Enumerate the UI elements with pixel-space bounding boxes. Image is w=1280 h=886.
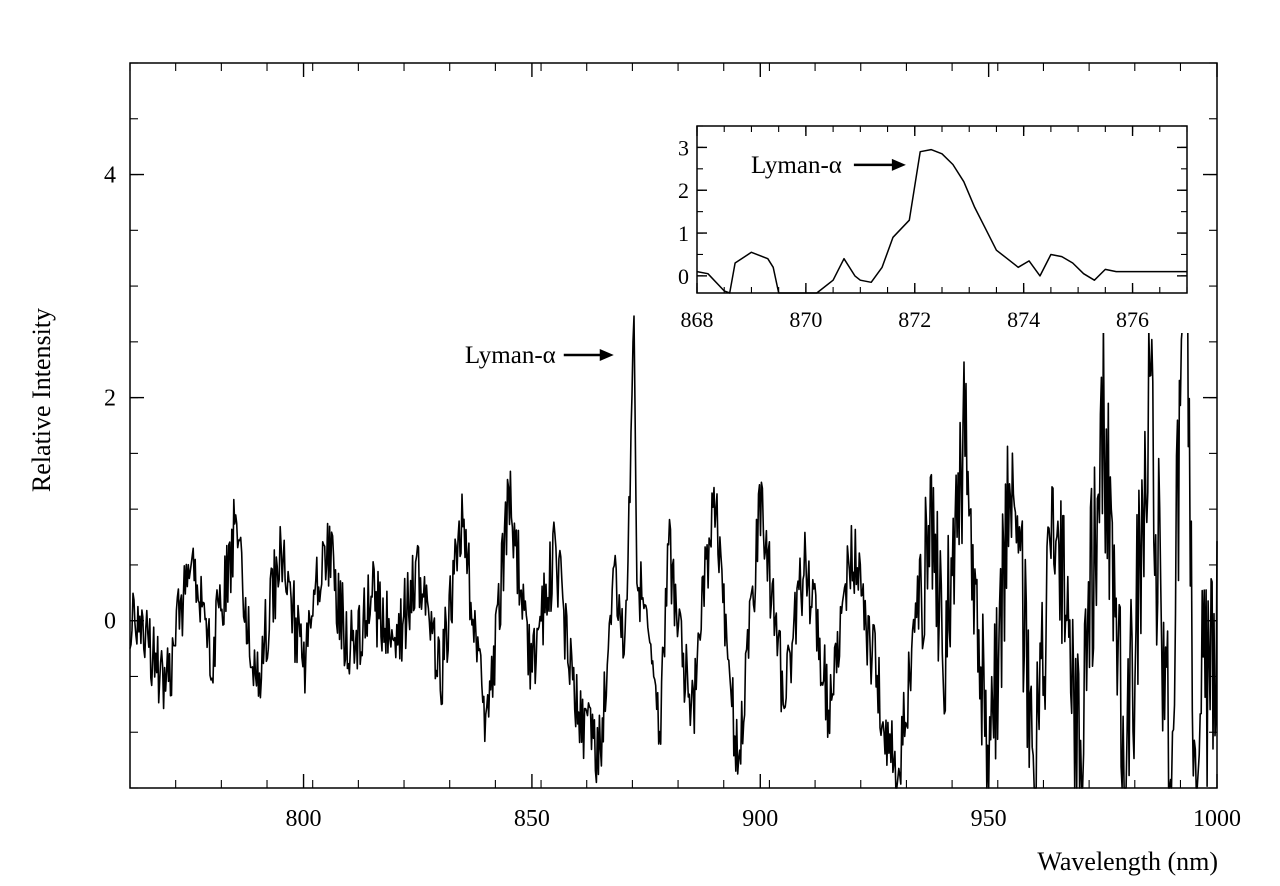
inset-background [647, 116, 1192, 333]
y-axis-label: Relative Intensity [27, 308, 56, 492]
main-y-tick-label: 4 [104, 163, 116, 189]
main-spectrum-line [129, 232, 1218, 789]
inset-plot-area: 868 870 872 874 876 0 1 2 3 Lyman-α [647, 116, 1192, 333]
inset-x-tick-label: 868 [681, 307, 714, 332]
main-arrow-head [599, 349, 614, 361]
inset-arrow-head [891, 158, 906, 171]
inset-y-tick-label: 3 [678, 135, 689, 160]
inset-y-tick-labels: 0 1 2 3 [678, 135, 689, 288]
x-axis-label: Wavelength (nm) [1037, 847, 1218, 876]
lyman-alpha-arrow [563, 349, 614, 361]
inset-x-tick-label: 870 [789, 307, 822, 332]
main-plot-frame [129, 62, 1218, 789]
inset-y-tick-label: 0 [678, 264, 689, 289]
inset-x-tick-label: 874 [1007, 307, 1040, 332]
inset-axis-ticks [696, 125, 1188, 293]
inset-x-tick-label: 876 [1116, 307, 1149, 332]
main-x-tick-label: 850 [514, 806, 550, 832]
lyman-alpha-annotation: Lyman-α [465, 342, 556, 369]
main-y-tick-label: 2 [104, 386, 116, 412]
inset-x-tick-labels: 868 870 872 874 876 [681, 307, 1150, 332]
main-y-tick-labels: 0 2 4 [104, 163, 116, 635]
main-x-tick-labels: 800 850 900 950 1000 [286, 806, 1241, 832]
inset-y-tick-label: 1 [678, 221, 689, 246]
main-y-tick-label: 0 [104, 609, 116, 635]
main-x-tick-label: 900 [742, 806, 778, 832]
inset-lyman-alpha-annotation: Lyman-α [751, 152, 842, 179]
main-x-tick-label: 1000 [1193, 806, 1241, 832]
inset-lyman-alpha-arrow [853, 158, 906, 171]
inset-x-tick-label: 872 [898, 307, 931, 332]
main-x-tick-label: 950 [971, 806, 1007, 832]
inset-y-tick-label: 2 [678, 178, 689, 203]
inset-spectrum-line [696, 148, 1187, 294]
main-x-tick-label: 800 [286, 806, 322, 832]
main-plot-area: 800 850 900 950 1000 0 2 4 Wavelength (nm) Rel… [27, 62, 1241, 876]
